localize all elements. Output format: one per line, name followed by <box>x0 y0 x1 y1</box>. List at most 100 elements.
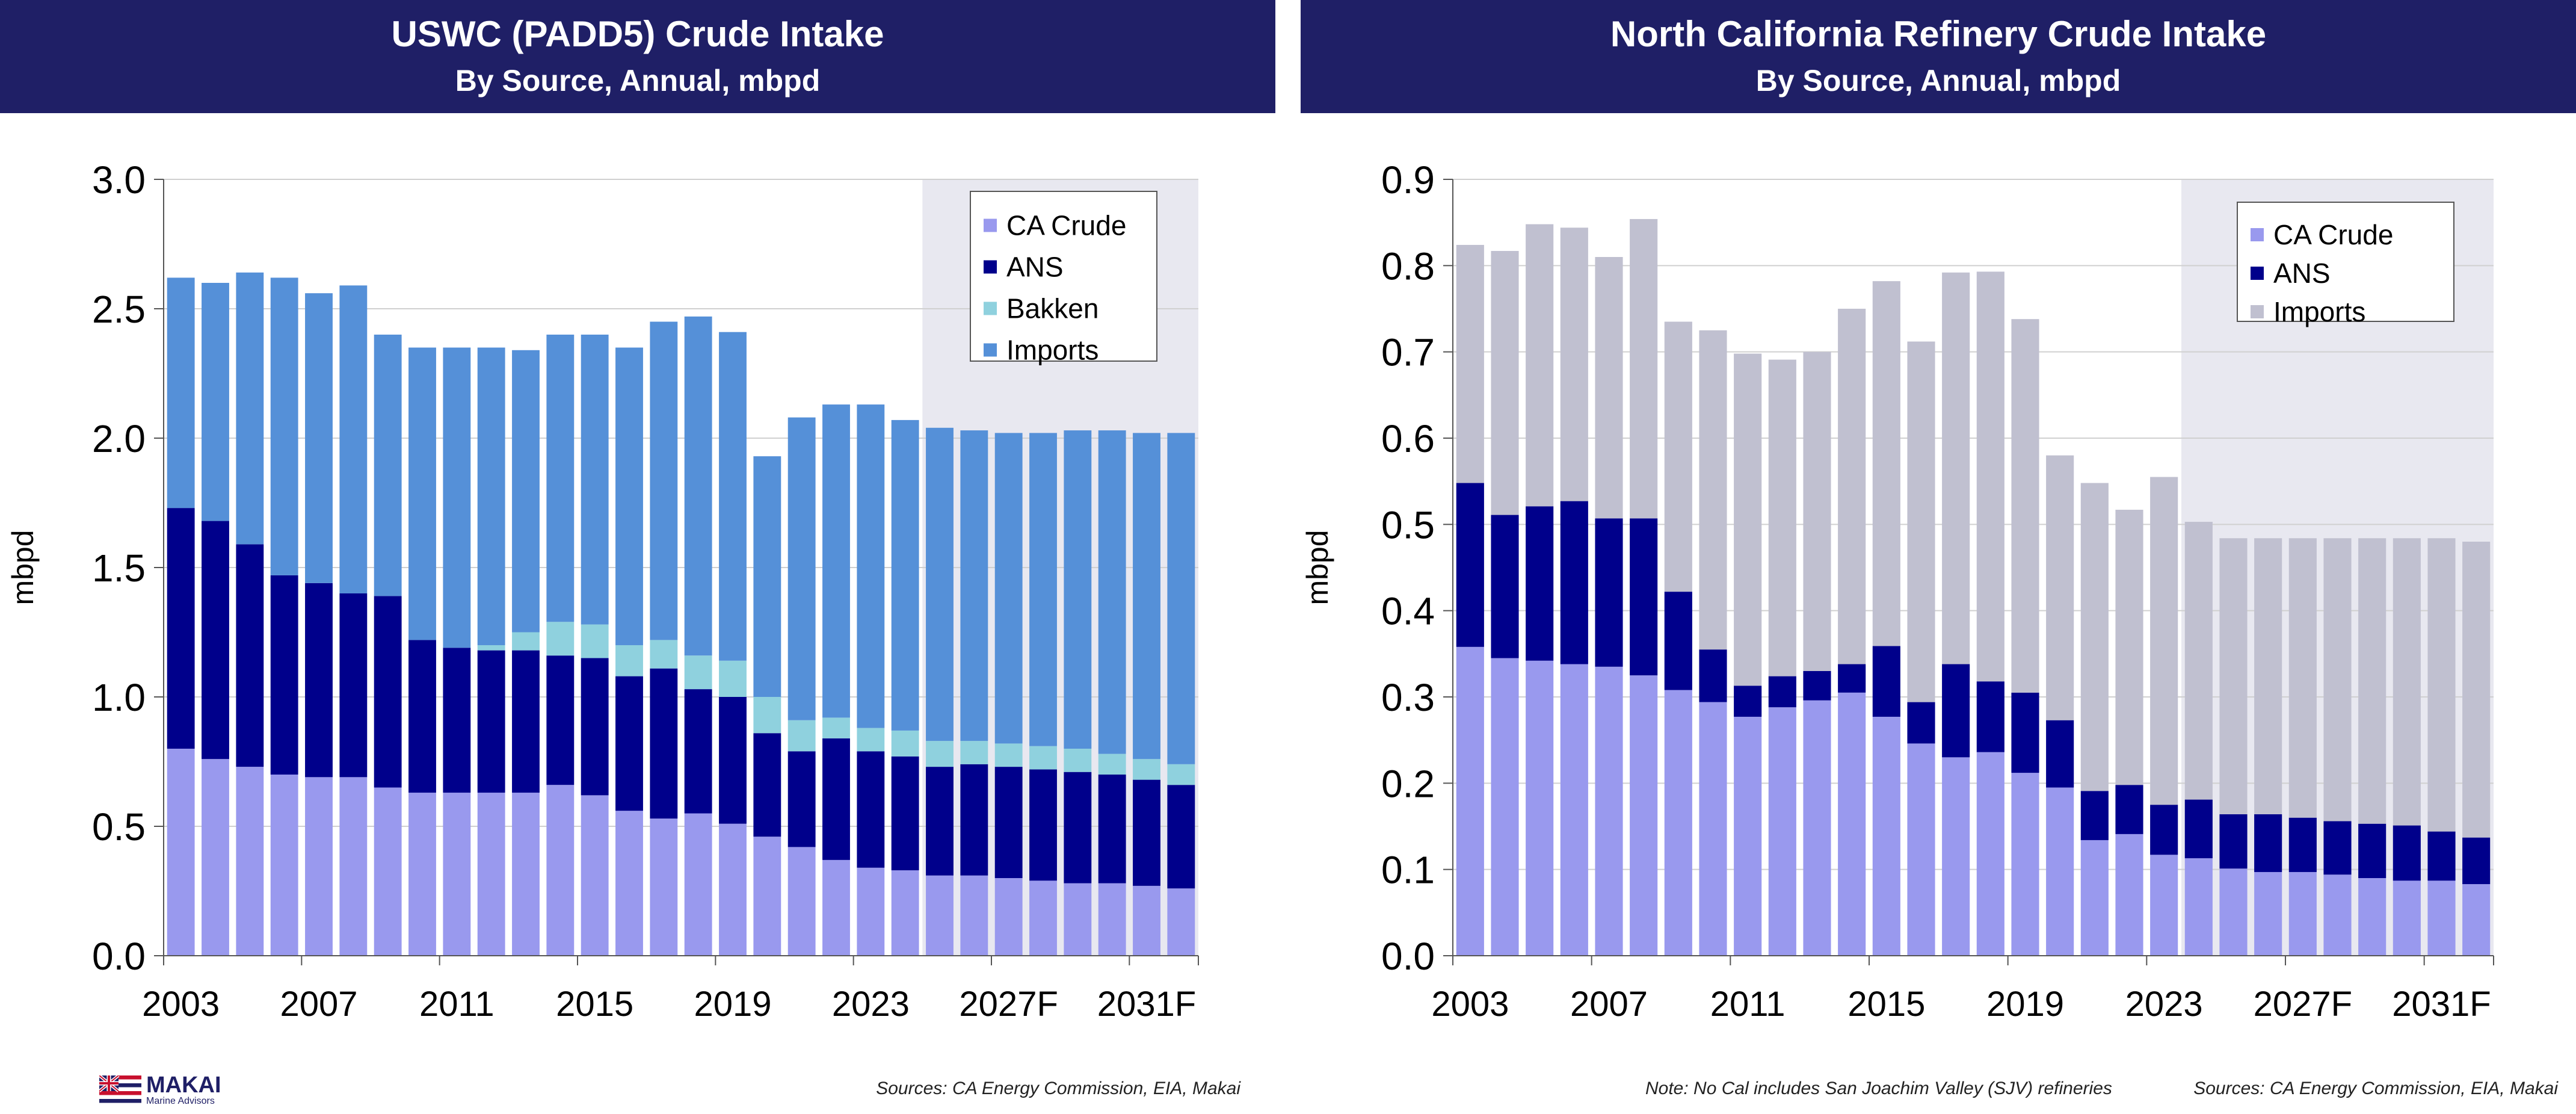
bar-imports-2019 <box>2011 319 2039 693</box>
legend-label: ANS <box>1006 252 1064 283</box>
bar-ans-2031F <box>1133 779 1160 886</box>
bar-ans-2023 <box>2150 805 2178 855</box>
makai-logo: MAKAI Marine Advisors <box>99 1073 244 1109</box>
bar-ca-crude-2023 <box>2150 855 2178 956</box>
bar-ans-2004 <box>202 521 229 760</box>
footnote: Note: No Cal includes San Joachim Valley… <box>1645 1078 2112 1098</box>
bar-bakken-2025F <box>926 741 954 767</box>
bar-ans-2006 <box>270 575 298 775</box>
legend-box <box>970 191 1157 362</box>
bar-bakken-2014 <box>546 622 575 656</box>
bar-ca-crude-2006 <box>1560 664 1588 956</box>
bar-ans-2003 <box>1456 483 1484 647</box>
chart-panel-norcal: North California Refinery Crude Intake B… <box>1301 0 2576 1114</box>
bar-ca-crude-2021 <box>787 847 816 956</box>
bar-imports-2013 <box>1803 351 1831 671</box>
chart-title-banner: North California Refinery Crude Intake B… <box>1301 0 2576 113</box>
bar-bakken-2026F <box>960 741 988 764</box>
bar-imports-2031F <box>2427 538 2456 832</box>
bar-ca-crude-2031F <box>1133 885 1160 956</box>
bar-ans-2015 <box>1872 646 1900 717</box>
bar-bakken-2012 <box>477 645 505 651</box>
bar-imports-2011 <box>443 347 471 648</box>
bar-imports-2018 <box>1976 271 2004 682</box>
chart-title: North California Refinery Crude Intake <box>1610 14 2267 54</box>
bar-bakken-2030F <box>1098 753 1126 775</box>
bar-ans-2032F <box>2462 837 2491 885</box>
bar-ans-2024 <box>891 756 919 871</box>
bar-bakken-2013 <box>512 632 540 651</box>
chart-subtitle: By Source, Annual, mbpd <box>455 64 821 97</box>
bar-imports-2025F <box>926 427 954 741</box>
legend-label: Imports <box>1006 335 1098 366</box>
bar-bakken-2016 <box>615 645 643 676</box>
bar-imports-2027F <box>2288 538 2317 818</box>
bar-ca-crude-2007 <box>1595 666 1623 956</box>
y-tick-label: 0.5 <box>1381 503 1435 546</box>
y-axis-label: mbpd <box>6 530 40 605</box>
bar-ca-crude-2012 <box>477 793 505 956</box>
bar-ans-2023 <box>857 751 885 868</box>
bar-imports-2022 <box>822 404 850 718</box>
bar-ans-2029F <box>1064 772 1092 883</box>
bar-ans-2027F <box>2288 817 2317 872</box>
y-tick-label: 0.0 <box>1381 935 1435 978</box>
y-tick-label: 0.0 <box>92 935 146 978</box>
legend-label: CA Crude <box>2273 219 2393 250</box>
bar-ca-crude-2005 <box>1526 660 1554 956</box>
bar-imports-2024 <box>2184 522 2213 800</box>
bar-imports-2015 <box>581 335 609 625</box>
bar-ans-2025F <box>2219 814 2248 869</box>
bar-ans-2014 <box>1838 664 1866 693</box>
bar-ans-2013 <box>512 650 540 793</box>
x-tick-label: 2011 <box>1710 985 1786 1022</box>
bar-imports-2010 <box>1699 330 1727 650</box>
bar-bakken-2015 <box>581 624 609 658</box>
legend-swatch <box>984 302 997 315</box>
legend-swatch <box>2251 305 2264 318</box>
y-tick-label: 0.3 <box>1381 676 1435 719</box>
bar-ca-crude-2014 <box>1838 692 1866 956</box>
bar-imports-2010 <box>408 347 436 640</box>
bar-ca-crude-2026F <box>2254 871 2282 956</box>
bar-ans-2030F <box>2393 825 2421 881</box>
bar-ans-2022 <box>2115 785 2143 834</box>
y-tick-label: 0.9 <box>1381 158 1435 202</box>
bar-bakken-2027F <box>994 743 1023 767</box>
bar-ca-crude-2020 <box>2046 787 2074 956</box>
bar-imports-2021 <box>2080 483 2109 791</box>
legend-label: ANS <box>2273 258 2331 289</box>
bar-ans-2026F <box>960 764 988 876</box>
bar-ca-crude-2005 <box>236 767 264 956</box>
bar-ca-crude-2006 <box>270 775 298 956</box>
bar-ans-2009 <box>374 596 402 788</box>
bar-imports-2021 <box>787 417 816 720</box>
bar-ca-crude-2019 <box>2011 773 2039 956</box>
bar-imports-2015 <box>1872 281 1900 646</box>
bar-ca-crude-2013 <box>512 793 540 956</box>
bar-ans-2013 <box>1803 671 1831 701</box>
bar-imports-2020 <box>2046 455 2074 720</box>
bar-ans-2032F <box>1167 785 1195 889</box>
bar-imports-2012 <box>477 347 505 645</box>
bar-imports-2029F <box>2358 538 2386 824</box>
bar-ca-crude-2030F <box>1098 883 1126 956</box>
legend-swatch <box>984 260 997 274</box>
bar-ans-2004 <box>1491 515 1519 658</box>
bar-ca-crude-2010 <box>1699 702 1727 956</box>
y-tick-label: 2.0 <box>92 417 146 460</box>
chart-title: USWC (PADD5) Crude Intake <box>391 14 884 54</box>
bar-imports-2032F <box>1167 433 1195 764</box>
bar-ca-crude-2003 <box>1456 646 1484 956</box>
bar-bakken-2023 <box>857 728 885 752</box>
chart-panel-padd5: USWC (PADD5) Crude Intake By Source, Ann… <box>0 0 1275 1114</box>
bar-ca-crude-2004 <box>202 759 229 956</box>
x-tick-label: 2027F <box>959 985 1058 1022</box>
bar-bakken-2029F <box>1064 749 1092 772</box>
bar-imports-2014 <box>1838 309 1866 664</box>
x-tick-label: 2019 <box>694 985 771 1022</box>
bar-imports-2032F <box>2462 542 2491 838</box>
bar-ca-crude-2018 <box>684 813 712 956</box>
bar-bakken-2019 <box>719 660 747 697</box>
bar-ca-crude-2030F <box>2393 880 2421 956</box>
